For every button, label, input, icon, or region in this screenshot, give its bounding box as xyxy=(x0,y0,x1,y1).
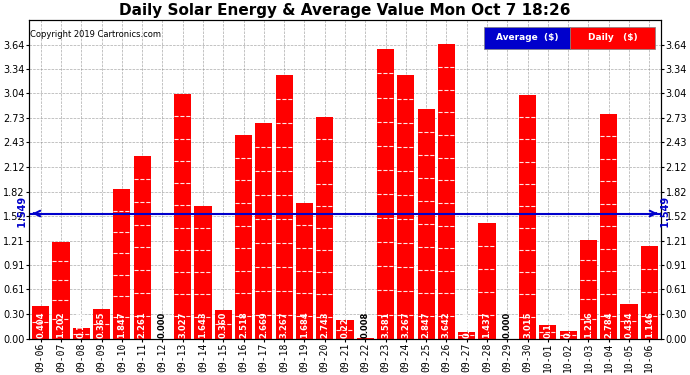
Text: 1.643: 1.643 xyxy=(199,311,208,338)
Text: 0.000: 0.000 xyxy=(503,312,512,338)
Text: 1.549: 1.549 xyxy=(662,196,671,231)
Text: 0.100: 0.100 xyxy=(564,312,573,338)
Text: 2.784: 2.784 xyxy=(604,311,613,338)
Text: 3.642: 3.642 xyxy=(442,311,451,338)
Bar xyxy=(275,75,293,339)
Text: 3.267: 3.267 xyxy=(279,311,288,338)
Bar xyxy=(620,304,638,339)
Bar xyxy=(52,242,70,339)
Bar xyxy=(134,156,151,339)
Text: 1.684: 1.684 xyxy=(300,311,309,338)
Text: 3.015: 3.015 xyxy=(523,311,532,338)
Bar xyxy=(174,94,191,339)
Bar xyxy=(32,306,50,339)
Bar xyxy=(195,206,212,339)
Text: Copyright 2019 Cartronics.com: Copyright 2019 Cartronics.com xyxy=(30,30,161,39)
Text: 1.437: 1.437 xyxy=(482,311,491,338)
Bar xyxy=(478,223,495,339)
Text: 0.227: 0.227 xyxy=(340,311,350,338)
Text: 0.404: 0.404 xyxy=(37,311,46,338)
Text: 1.549: 1.549 xyxy=(18,196,28,231)
Bar xyxy=(437,44,455,339)
Bar xyxy=(215,310,232,339)
FancyBboxPatch shape xyxy=(570,27,655,49)
Bar xyxy=(519,95,536,339)
Bar xyxy=(72,328,90,339)
Text: 2.743: 2.743 xyxy=(320,311,329,338)
Text: 0.434: 0.434 xyxy=(624,311,633,338)
Bar xyxy=(316,117,333,339)
Text: 2.518: 2.518 xyxy=(239,311,248,338)
Text: Average  ($): Average ($) xyxy=(495,33,558,42)
Bar xyxy=(296,202,313,339)
Text: 1.202: 1.202 xyxy=(57,311,66,338)
Text: 2.669: 2.669 xyxy=(259,311,268,338)
Bar xyxy=(458,332,475,339)
Text: 0.360: 0.360 xyxy=(219,312,228,338)
Text: 0.008: 0.008 xyxy=(361,312,370,338)
Bar xyxy=(560,331,577,339)
Text: 3.581: 3.581 xyxy=(381,311,390,338)
Text: 0.128: 0.128 xyxy=(77,311,86,338)
Bar xyxy=(93,309,110,339)
Title: Daily Solar Energy & Average Value Mon Oct 7 18:26: Daily Solar Energy & Average Value Mon O… xyxy=(119,3,571,18)
Bar xyxy=(337,320,353,339)
Bar xyxy=(539,325,556,339)
Text: 0.173: 0.173 xyxy=(543,312,552,338)
Text: 0.080: 0.080 xyxy=(462,312,471,338)
Text: 0.000: 0.000 xyxy=(158,312,167,338)
Text: 3.267: 3.267 xyxy=(402,311,411,338)
Bar xyxy=(417,109,435,339)
Bar xyxy=(580,240,597,339)
Bar xyxy=(357,338,374,339)
Text: 1.847: 1.847 xyxy=(117,311,126,338)
Text: 2.847: 2.847 xyxy=(422,311,431,338)
Bar xyxy=(377,50,394,339)
Bar xyxy=(397,75,415,339)
Text: 3.027: 3.027 xyxy=(178,312,187,338)
FancyBboxPatch shape xyxy=(484,27,570,49)
Text: 2.261: 2.261 xyxy=(138,311,147,338)
Bar xyxy=(235,135,253,339)
Text: 1.146: 1.146 xyxy=(644,311,653,338)
Bar xyxy=(113,189,130,339)
Text: 1.216: 1.216 xyxy=(584,311,593,338)
Text: Daily   ($): Daily ($) xyxy=(588,33,637,42)
Text: 0.365: 0.365 xyxy=(97,311,106,338)
Bar xyxy=(255,123,273,339)
Bar xyxy=(600,114,618,339)
Bar xyxy=(640,246,658,339)
